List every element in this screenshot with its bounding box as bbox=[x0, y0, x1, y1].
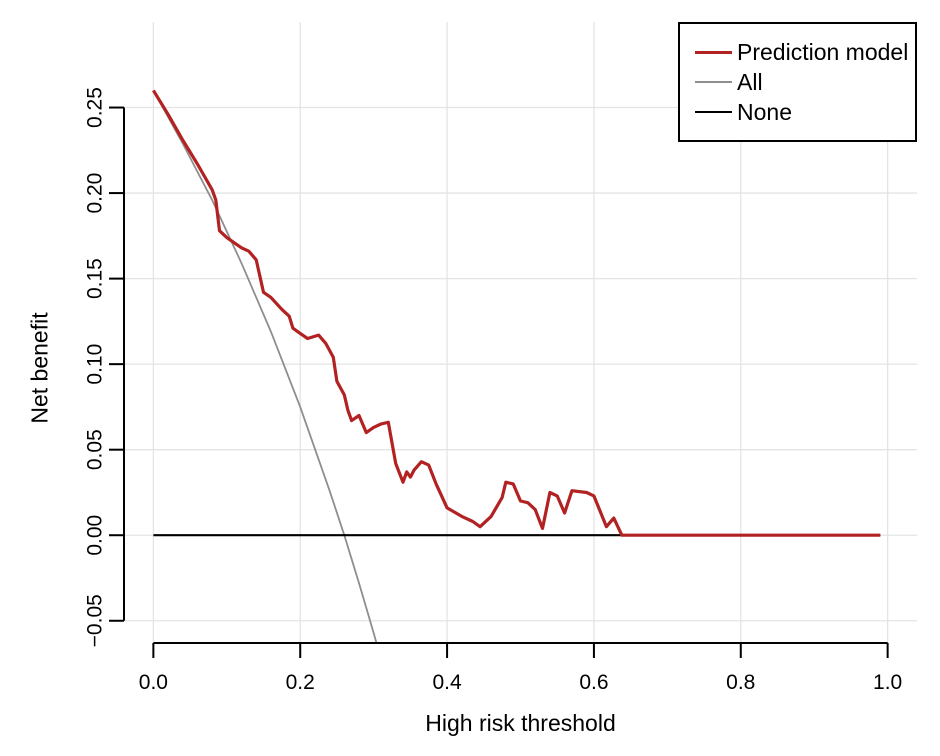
y-axis-title: Net benefit bbox=[26, 312, 53, 424]
all-line-sample bbox=[695, 81, 732, 83]
y-tick-label: 0.15 bbox=[84, 258, 107, 299]
y-tick-label: 0.10 bbox=[84, 344, 107, 385]
y-tick-label: −0.05 bbox=[84, 594, 107, 647]
legend-item-all: All bbox=[695, 68, 915, 95]
y-tick-label: 0.05 bbox=[84, 429, 107, 470]
y-tick-label: 0.25 bbox=[84, 87, 107, 128]
series-lines bbox=[152, 89, 881, 643]
legend-item-none: None bbox=[695, 98, 915, 125]
legend-label-none: None bbox=[737, 98, 792, 125]
y-tick-label: 0.00 bbox=[84, 515, 107, 556]
legend-item-prediction-model: Prediction model bbox=[695, 38, 915, 65]
x-tick-label: 0.8 bbox=[726, 671, 755, 694]
y-tick-label: 0.20 bbox=[84, 173, 107, 214]
x-tick-label: 1.0 bbox=[873, 671, 902, 694]
prediction-model-line-sample bbox=[695, 50, 732, 54]
legend-label-all: All bbox=[737, 68, 763, 95]
x-tick-label: 0.0 bbox=[139, 671, 168, 694]
axes bbox=[109, 106, 889, 658]
legend: Prediction model All None bbox=[678, 22, 917, 142]
x-tick-label: 0.6 bbox=[579, 671, 608, 694]
none-line-sample bbox=[695, 111, 732, 113]
series-line-all bbox=[152, 89, 378, 643]
x-axis-title: High risk threshold bbox=[425, 710, 616, 736]
legend-label-prediction-model: Prediction model bbox=[737, 38, 909, 65]
tick-labels: 0.0 0.2 0.4 0.6 0.8 1.0 −0.05 0.00 0.05 0.10 0.15 0… bbox=[84, 87, 903, 694]
x-tick-label: 0.2 bbox=[286, 671, 315, 694]
series-line-prediction-model bbox=[152, 89, 881, 537]
x-tick-label: 0.4 bbox=[432, 671, 462, 694]
